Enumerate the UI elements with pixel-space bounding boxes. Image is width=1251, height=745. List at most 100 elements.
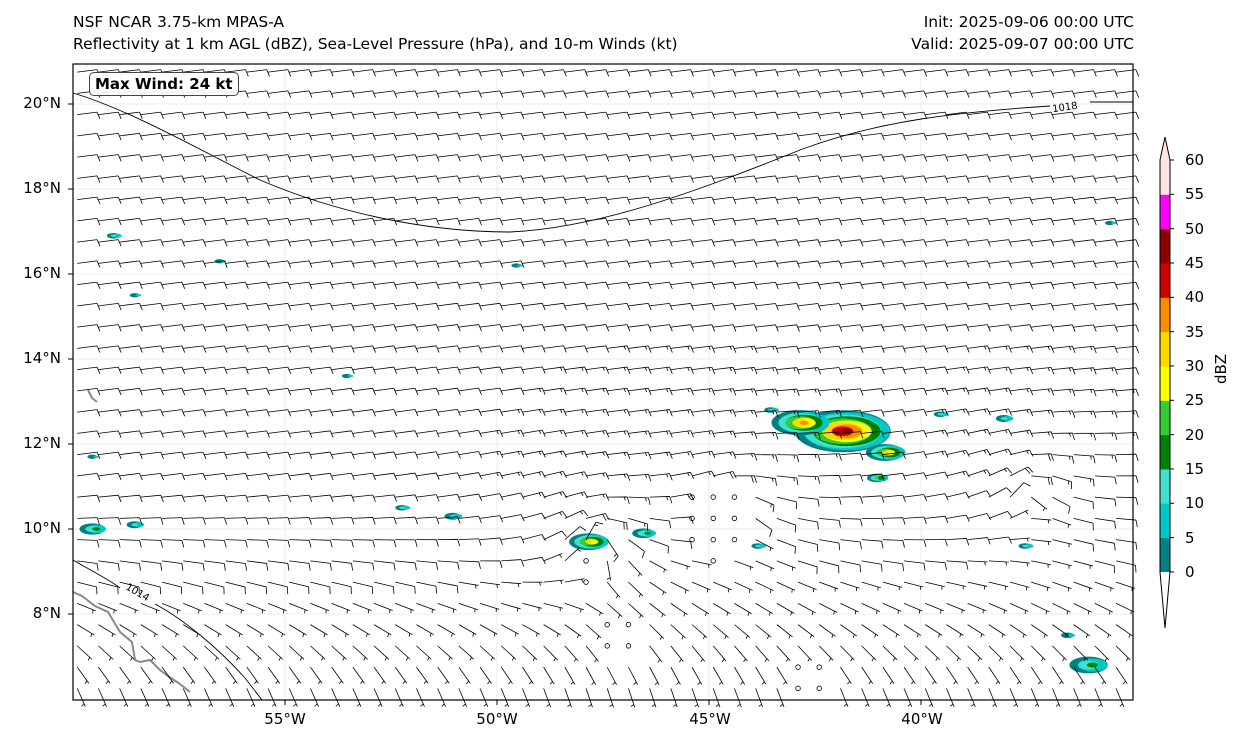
wind-barb: [479, 408, 504, 417]
wind-barb: [119, 624, 137, 638]
wind-barb: [903, 111, 928, 120]
wind-barb: [416, 387, 440, 396]
wind-barb: [437, 69, 461, 77]
wind-barb: [946, 624, 964, 638]
wind-barb: [798, 475, 821, 484]
wind-barb: [479, 132, 504, 141]
wind-barb: [437, 111, 461, 119]
wind-barb: [352, 539, 376, 548]
wind-barb: [776, 539, 796, 554]
wind-barb: [755, 518, 773, 537]
wind-barb: [119, 539, 142, 548]
wind-barb: [1010, 537, 1031, 542]
wind-barb: [840, 517, 863, 527]
wind-barb: [1052, 666, 1064, 685]
wind-barb: [267, 451, 292, 459]
wind-barb: [628, 217, 652, 226]
wind-barb: [77, 196, 101, 204]
wind-barb: [818, 645, 834, 662]
wind-barb: [373, 560, 396, 571]
wind-barb: [352, 666, 365, 685]
wind-barb: [670, 132, 694, 141]
wind-barb: [458, 451, 483, 459]
wind-barb: [501, 559, 525, 567]
wind-barb: [77, 603, 96, 614]
wind-barb: [903, 451, 928, 459]
wind-barb: [543, 260, 567, 268]
wind-barb: [946, 688, 955, 707]
wind-barb: [691, 366, 716, 375]
wind-barb: [331, 132, 355, 141]
wind-barb: [289, 196, 313, 204]
wind-barb: [691, 603, 710, 616]
wind-barb: [1031, 239, 1055, 247]
wind-barb: [225, 430, 249, 438]
wind-barb: [628, 517, 649, 532]
wind-barb: [755, 196, 779, 205]
wind-barb: [1009, 645, 1025, 662]
wind-barb: [479, 602, 500, 613]
wind-barb: [1073, 454, 1096, 464]
wind-barb: [479, 493, 504, 501]
wind-barb: [755, 133, 779, 141]
wind-barb: [776, 581, 796, 593]
colorbar-tick-label: 55: [1185, 185, 1205, 204]
wind-barb: [479, 450, 504, 459]
wind-barb: [543, 324, 567, 332]
wind-barb: [225, 560, 247, 571]
wind-barb: [1115, 239, 1140, 247]
wind-barb: [76, 666, 90, 685]
wind-barb: [140, 409, 164, 417]
wind-barb: [501, 69, 525, 77]
wind-barb: [522, 645, 538, 662]
wind-barb: [98, 688, 107, 707]
wind-barb: [501, 624, 519, 637]
wind-barb: [691, 666, 703, 685]
wind-barb: [1052, 410, 1076, 418]
wind-barb: [352, 409, 376, 417]
wind-barb: [1073, 303, 1097, 311]
wind-barb: [925, 493, 949, 501]
wind-barb: [310, 302, 334, 311]
wind-barb: [225, 111, 249, 119]
wind-barb: [819, 111, 843, 120]
wind-barb: [670, 154, 694, 162]
wind-barb: [225, 196, 249, 204]
wind-barb: [225, 260, 249, 268]
wind-barb: [564, 196, 588, 204]
wind-barb: [246, 539, 269, 548]
wind-barb: [1009, 624, 1027, 638]
wind-barb: [713, 218, 737, 226]
wind-barb: [310, 345, 334, 353]
wind-barb: [331, 302, 355, 311]
wind-barb: [543, 510, 568, 519]
wind-barb: [395, 260, 419, 268]
wind-barb: [140, 345, 164, 353]
wind-barb: [1073, 666, 1086, 685]
wind-barb: [373, 69, 398, 77]
calm-wind-circle: [710, 515, 716, 522]
wind-barb: [458, 324, 482, 332]
wind-barb: [140, 217, 164, 226]
calm-wind-circle: [795, 664, 801, 670]
wind-barb: [606, 560, 612, 581]
wind-barb: [479, 90, 504, 98]
wind-barb: [77, 217, 101, 226]
wind-barb: [649, 175, 673, 183]
wind-barb: [437, 430, 461, 438]
wind-barb: [479, 239, 504, 247]
wind-barb: [416, 472, 440, 480]
wind-barb: [1031, 475, 1053, 485]
wind-barb: [543, 196, 567, 204]
wind-barb: [140, 645, 156, 661]
wind-barb: [564, 69, 588, 77]
wind-barb: [967, 324, 991, 332]
wind-barb: [1009, 69, 1034, 77]
wind-barb: [1052, 432, 1075, 441]
wind-barb: [310, 154, 334, 162]
wind-barb: [925, 90, 949, 98]
wind-barb: [882, 645, 898, 662]
wind-barb: [140, 430, 164, 438]
wind-barb: [522, 491, 546, 499]
wind-barb: [967, 281, 991, 289]
